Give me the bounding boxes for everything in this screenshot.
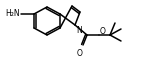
Text: H₂N: H₂N: [5, 10, 20, 18]
Text: N: N: [76, 26, 82, 35]
Text: O: O: [100, 28, 106, 37]
Text: O: O: [77, 49, 83, 58]
